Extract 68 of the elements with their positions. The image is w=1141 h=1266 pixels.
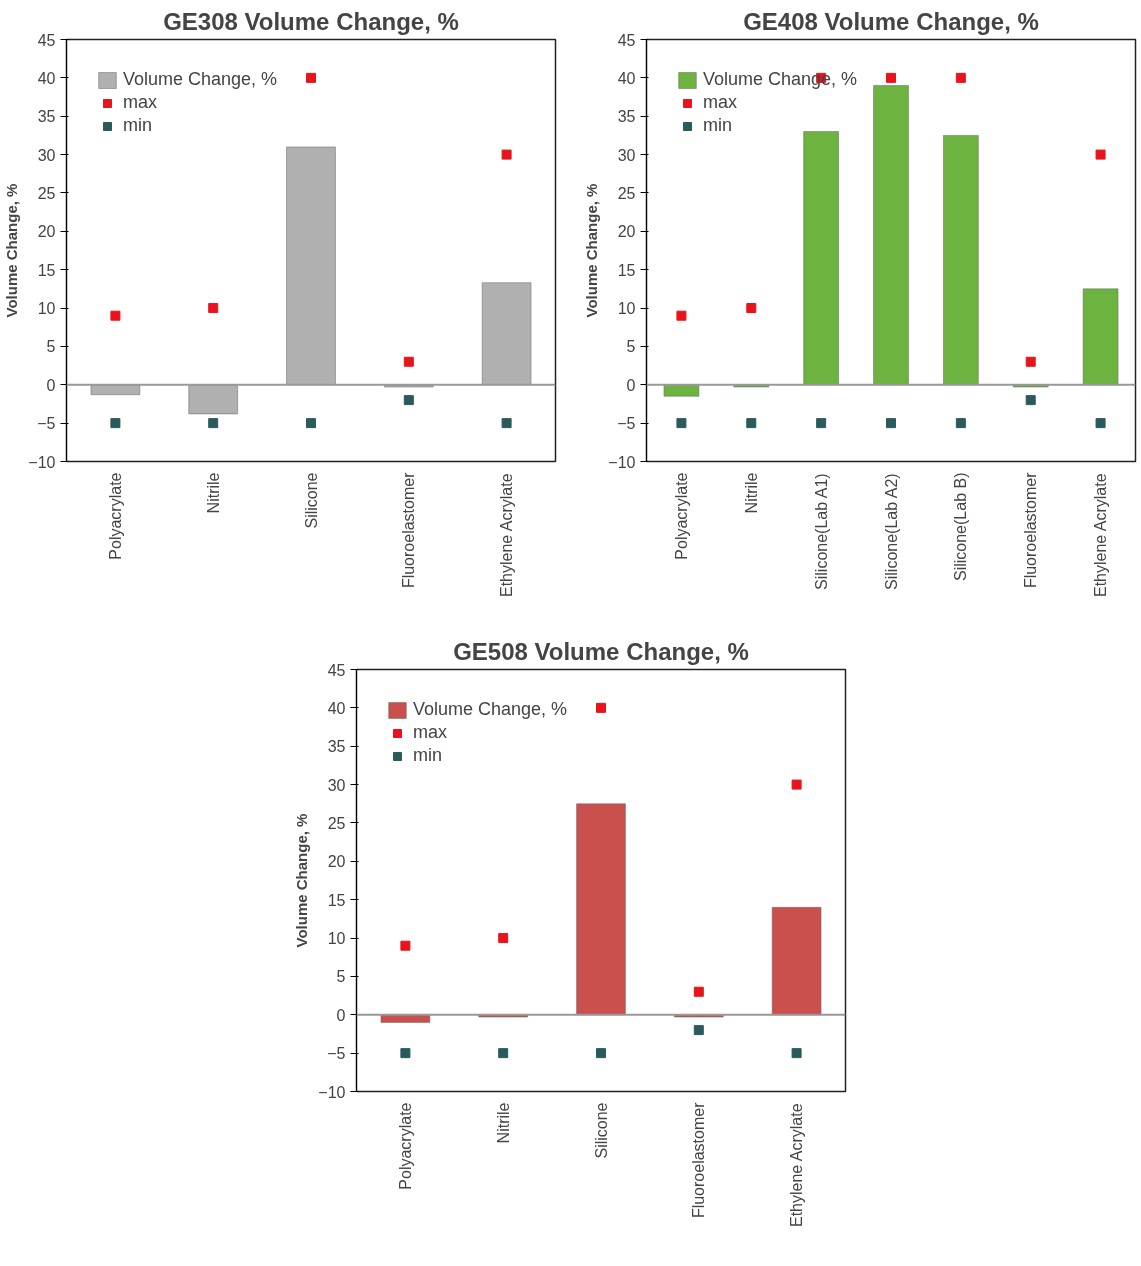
- chart-title: GE308 Volume Change, %: [163, 7, 459, 35]
- y-tick-label: −10: [28, 453, 56, 471]
- legend-label: min: [123, 115, 153, 136]
- y-tick-label: 25: [37, 184, 56, 202]
- y-tick-label: 20: [327, 853, 346, 871]
- legend-label: Volume Change, %: [123, 69, 278, 90]
- y-tick-label: 25: [617, 184, 636, 202]
- x-tick-label: Fluoroelastomer: [400, 471, 418, 589]
- y-tick-label: 10: [617, 300, 636, 318]
- y-tick-label: 10: [327, 930, 346, 948]
- y-axis-title: Volume Change, %: [583, 183, 601, 318]
- chart-title: GE408 Volume Change, %: [743, 7, 1039, 35]
- y-tick-label: 45: [617, 31, 636, 49]
- y-tick-label: 20: [37, 223, 56, 241]
- y-tick-label: 40: [617, 69, 636, 87]
- x-tick-label: Polyacrylate: [396, 1102, 414, 1190]
- y-tick-label: 5: [626, 338, 636, 356]
- y-tick-label: 40: [327, 699, 346, 717]
- legend-label: Volume Change, %: [703, 69, 858, 90]
- x-tick-label: Ethylene Acrylate: [1092, 473, 1110, 598]
- x-tick-label: Fluoroelastomer: [1022, 471, 1040, 589]
- y-axis-title: Volume Change, %: [3, 183, 21, 318]
- x-tick-label: Fluoroelastomer: [690, 1101, 708, 1219]
- legend-label: max: [413, 722, 448, 743]
- y-tick-label: 30: [327, 776, 346, 794]
- y-tick-label: 0: [626, 376, 636, 394]
- y-tick-label: 5: [46, 338, 56, 356]
- y-tick-label: 0: [46, 376, 56, 394]
- y-tick-label: −5: [617, 415, 636, 433]
- x-tick-label: Polyacrylate: [106, 472, 124, 560]
- x-tick-label: Ethylene Acrylate: [788, 1103, 806, 1228]
- y-tick-label: 40: [37, 69, 56, 87]
- x-tick-label: Nitrile: [204, 472, 222, 514]
- legend-label: max: [703, 92, 738, 113]
- x-tick-label: Silicone: [302, 472, 320, 529]
- y-tick-label: −10: [318, 1083, 346, 1101]
- y-tick-label: −5: [37, 415, 56, 433]
- y-tick-label: 30: [617, 146, 636, 164]
- y-tick-label: 5: [336, 968, 346, 986]
- x-tick-label: Ethylene Acrylate: [498, 473, 516, 598]
- x-tick-label: Nitrile: [742, 472, 760, 514]
- legend-label: Volume Change, %: [413, 699, 568, 720]
- y-tick-label: 45: [327, 661, 346, 679]
- y-axis-title: Volume Change, %: [293, 813, 311, 948]
- y-tick-label: −10: [608, 453, 636, 471]
- x-tick-label: Silicone(Lab A1): [812, 473, 830, 590]
- y-tick-label: 35: [37, 108, 56, 126]
- y-tick-label: 15: [327, 891, 346, 909]
- x-tick-label: Nitrile: [494, 1102, 512, 1144]
- y-tick-label: 35: [617, 108, 636, 126]
- y-tick-label: 25: [327, 814, 346, 832]
- chart-title: GE508 Volume Change, %: [453, 637, 749, 665]
- y-tick-label: 0: [336, 1006, 346, 1024]
- y-tick-label: 20: [617, 223, 636, 241]
- x-tick-label: Silicone(Lab B): [952, 472, 970, 581]
- y-tick-label: 10: [37, 300, 56, 318]
- legend-label: min: [703, 115, 733, 136]
- y-tick-label: 35: [327, 738, 346, 756]
- y-tick-label: 30: [37, 146, 56, 164]
- x-tick-label: Polyacrylate: [672, 472, 690, 560]
- y-tick-label: 15: [37, 261, 56, 279]
- y-tick-label: 15: [617, 261, 636, 279]
- y-tick-label: −5: [327, 1045, 346, 1063]
- x-tick-label: Silicone(Lab A2): [882, 473, 900, 590]
- legend-label: max: [123, 92, 158, 113]
- y-tick-label: 45: [37, 31, 56, 49]
- legend-label: min: [413, 745, 443, 766]
- x-tick-label: Silicone: [592, 1102, 610, 1159]
